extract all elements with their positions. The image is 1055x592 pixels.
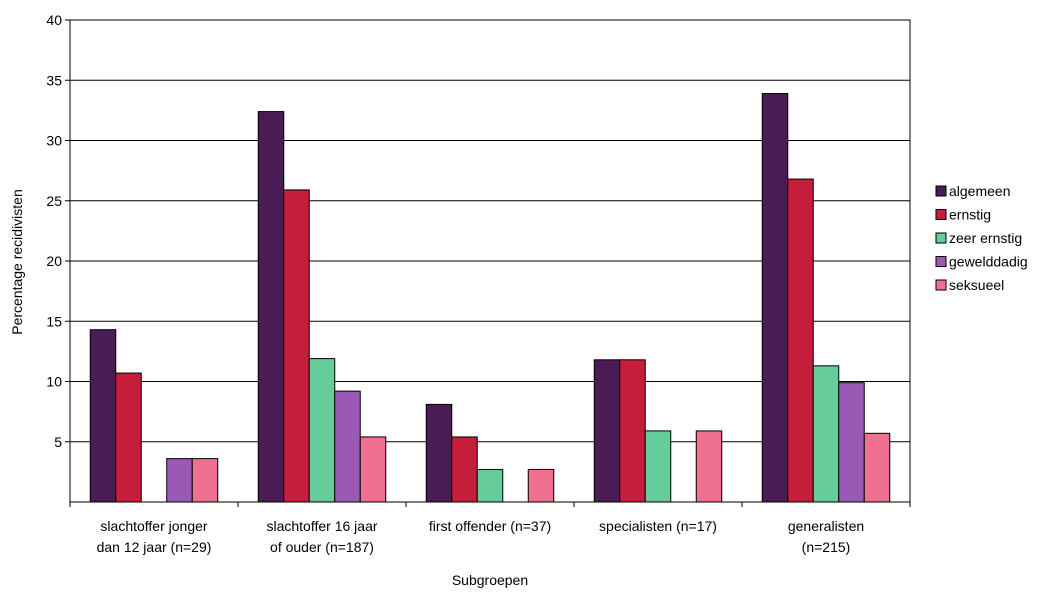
bar-ernstig-4 — [787, 178, 814, 503]
x-axis-label: Subgroepen — [452, 572, 528, 588]
legend-label: zeer ernstig — [949, 230, 1022, 246]
y-tick-label: 5 — [54, 434, 62, 450]
bar-seksueel-2 — [527, 468, 555, 503]
bar-zeer-ernstig-3 — [644, 430, 672, 503]
legend-swatch — [935, 232, 947, 244]
y-tick-label: 35 — [46, 72, 62, 88]
x-tick-label: dan 12 jaar (n=29) — [97, 539, 212, 555]
bar-gewelddadig-4 — [838, 382, 865, 503]
y-tick-label: 15 — [46, 313, 62, 329]
bar-gewelddadig-1 — [334, 390, 361, 503]
y-tick-label: 30 — [46, 133, 62, 149]
bar-zeer-ernstig-2 — [476, 468, 504, 503]
y-tick-label: 25 — [46, 193, 62, 209]
legend-swatch — [935, 185, 947, 197]
bar-algemeen-0 — [89, 329, 117, 503]
bar-algemeen-2 — [425, 403, 453, 503]
bar-ernstig-0 — [115, 372, 142, 503]
bar-ernstig-3 — [619, 359, 646, 503]
x-tick-label: of ouder (n=187) — [270, 539, 374, 555]
y-axis-label: Percentage recidivisten — [9, 189, 25, 335]
bar-algemeen-3 — [593, 359, 621, 503]
y-tick-label: 20 — [46, 253, 62, 269]
x-tick-label: first offender (n=37) — [429, 518, 551, 534]
x-tick-label: generalisten — [788, 518, 864, 534]
bar-algemeen-4 — [761, 93, 789, 503]
x-tick-label: (n=215) — [802, 539, 851, 555]
bars — [89, 93, 891, 503]
bar-seksueel-3 — [695, 430, 723, 503]
legend: algemeen ernstig zeer ernstig gewelddadig se… — [935, 183, 1028, 293]
bar-seksueel-0 — [191, 458, 219, 503]
gridlines — [70, 19, 910, 443]
bar-seksueel-4 — [863, 432, 891, 503]
legend-swatch — [935, 209, 947, 220]
x-tick-label: slachtoffer 16 jaar — [266, 518, 377, 534]
x-tick-label: specialisten (n=17) — [599, 518, 717, 534]
legend-label: ernstig — [949, 207, 991, 223]
bar-seksueel-1 — [359, 436, 387, 503]
bar-algemeen-1 — [257, 111, 285, 503]
x-tick-label: slachtoffer jonger — [100, 518, 207, 534]
bar-zeer-ernstig-1 — [308, 358, 336, 503]
y-tick-labels: 5 10 15 20 25 30 35 40 — [46, 12, 70, 450]
bar-ernstig-1 — [283, 189, 310, 503]
legend-label: seksueel — [949, 277, 1004, 293]
bar-ernstig-2 — [451, 436, 478, 503]
bar-gewelddadig-0 — [166, 458, 193, 503]
legend-label: algemeen — [949, 183, 1011, 199]
bar-zeer-ernstig-4 — [812, 365, 840, 503]
legend-swatch — [935, 279, 947, 291]
y-tick-label: 10 — [46, 374, 62, 390]
x-tick-labels: slachtoffer jonger dan 12 jaar (n=29) slac… — [97, 518, 865, 555]
legend-label: gewelddadig — [949, 254, 1028, 270]
y-tick-label: 40 — [46, 12, 62, 28]
legend-swatch — [935, 256, 947, 267]
